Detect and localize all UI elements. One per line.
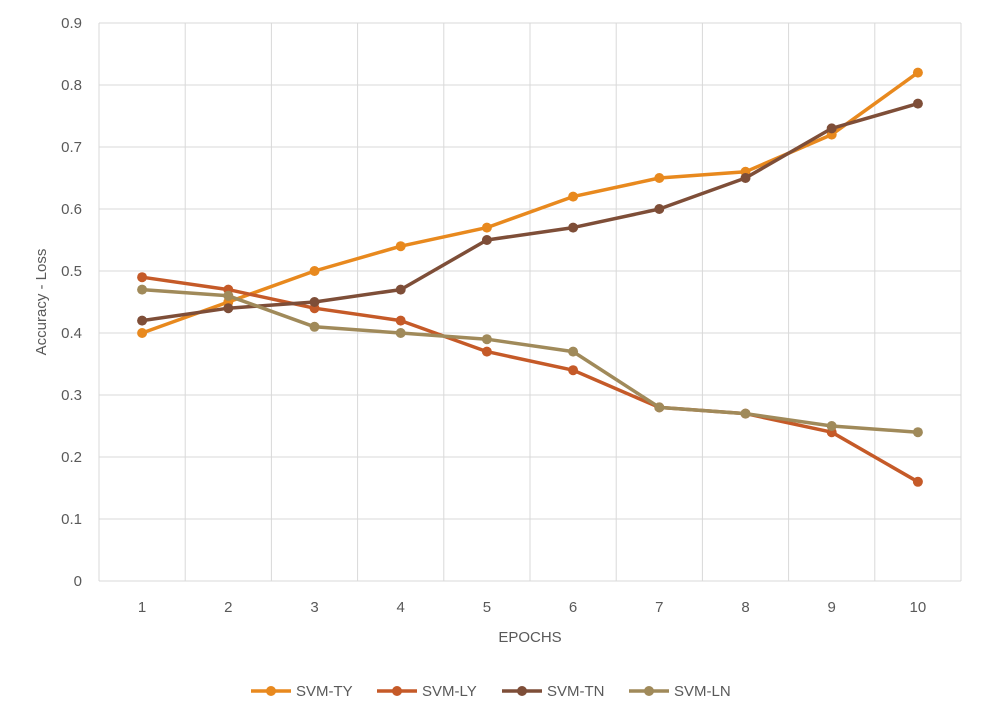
- y-tick-label: 0.4: [61, 325, 82, 342]
- data-point: [912, 98, 923, 109]
- x-axis-title: EPOCHS: [498, 629, 561, 646]
- gridlines: [98, 22, 962, 582]
- legend-marker: [392, 686, 402, 696]
- x-tick-label: 9: [828, 599, 836, 616]
- legend-label: SVM-LN: [674, 683, 731, 700]
- data-point: [309, 321, 320, 332]
- x-tick-label: 8: [741, 599, 749, 616]
- legend-label: SVM-LY: [422, 683, 477, 700]
- x-tick-label: 5: [483, 599, 491, 616]
- data-point: [137, 315, 148, 326]
- data-point: [395, 328, 406, 338]
- y-tick-label: 0.6: [61, 201, 82, 218]
- legend-label: SVM-TN: [547, 683, 605, 700]
- x-tick-label: 2: [224, 599, 232, 616]
- legend: SVM-TY SVM-LY SVM-TN SVM-LN: [251, 683, 731, 700]
- data-point: [309, 266, 320, 276]
- data-point: [223, 290, 234, 301]
- legend-marker: [266, 686, 276, 696]
- y-tick-label: 0.2: [61, 449, 82, 466]
- data-point: [137, 328, 148, 338]
- data-point: [395, 241, 406, 252]
- x-tick-label: 6: [569, 599, 577, 616]
- data-point: [568, 222, 579, 233]
- data-point: [137, 284, 148, 295]
- series-line: [140, 287, 920, 434]
- data-point: [395, 315, 406, 326]
- legend-item-svm-ly: SVM-LY: [377, 683, 477, 700]
- x-tick-label: 1: [138, 599, 146, 616]
- data-point: [912, 427, 923, 438]
- legend-label: SVM-TY: [296, 683, 353, 700]
- data-point: [568, 365, 579, 376]
- y-tick-label: 0.7: [61, 139, 82, 156]
- data-point: [395, 284, 406, 295]
- data-point: [654, 402, 665, 413]
- y-tick-label: 0.5: [61, 263, 82, 280]
- data-point: [654, 204, 665, 214]
- y-tick-label: 0.1: [61, 511, 82, 528]
- legend-marker: [644, 686, 654, 696]
- x-tick-label: 7: [655, 599, 663, 616]
- x-tick-label: 4: [397, 599, 405, 616]
- data-point: [568, 346, 579, 357]
- series-lines: [137, 67, 923, 487]
- legend-item-svm-tn: SVM-TN: [502, 683, 605, 700]
- data-point: [740, 173, 751, 183]
- series-line: [140, 101, 920, 323]
- data-point: [481, 334, 492, 345]
- data-point: [481, 222, 492, 233]
- data-point: [740, 408, 751, 419]
- data-point: [826, 123, 837, 134]
- x-tick-label: 3: [310, 599, 318, 616]
- series-svm-tn: [137, 98, 923, 326]
- y-tick-label: 0.8: [61, 77, 82, 94]
- legend-item-svm-ty: SVM-TY: [251, 683, 353, 700]
- y-axis-title: Accuracy - Loss: [33, 249, 50, 356]
- data-point: [481, 235, 492, 245]
- y-axis-ticks: 0 0.1 0.2 0.3 0.4 0.5 0.6 0.7 0.8 0.9: [61, 15, 82, 590]
- legend-marker: [517, 686, 527, 696]
- data-point: [912, 67, 923, 78]
- series-line: [140, 275, 920, 484]
- data-point: [481, 346, 492, 357]
- data-point: [654, 173, 665, 183]
- y-tick-label: 0.9: [61, 15, 82, 32]
- data-point: [826, 421, 837, 431]
- y-tick-label: 0: [74, 573, 82, 590]
- x-tick-label: 10: [910, 599, 927, 616]
- data-point: [137, 272, 148, 283]
- data-point: [309, 297, 320, 307]
- data-point: [223, 303, 234, 314]
- data-point: [912, 476, 923, 487]
- data-point: [568, 191, 579, 202]
- x-axis-ticks: 1 2 3 4 5 6 7 8 9 10: [138, 599, 926, 616]
- series-svm-ln: [137, 284, 923, 438]
- y-tick-label: 0.3: [61, 387, 82, 404]
- legend-item-svm-ln: SVM-LN: [629, 683, 731, 700]
